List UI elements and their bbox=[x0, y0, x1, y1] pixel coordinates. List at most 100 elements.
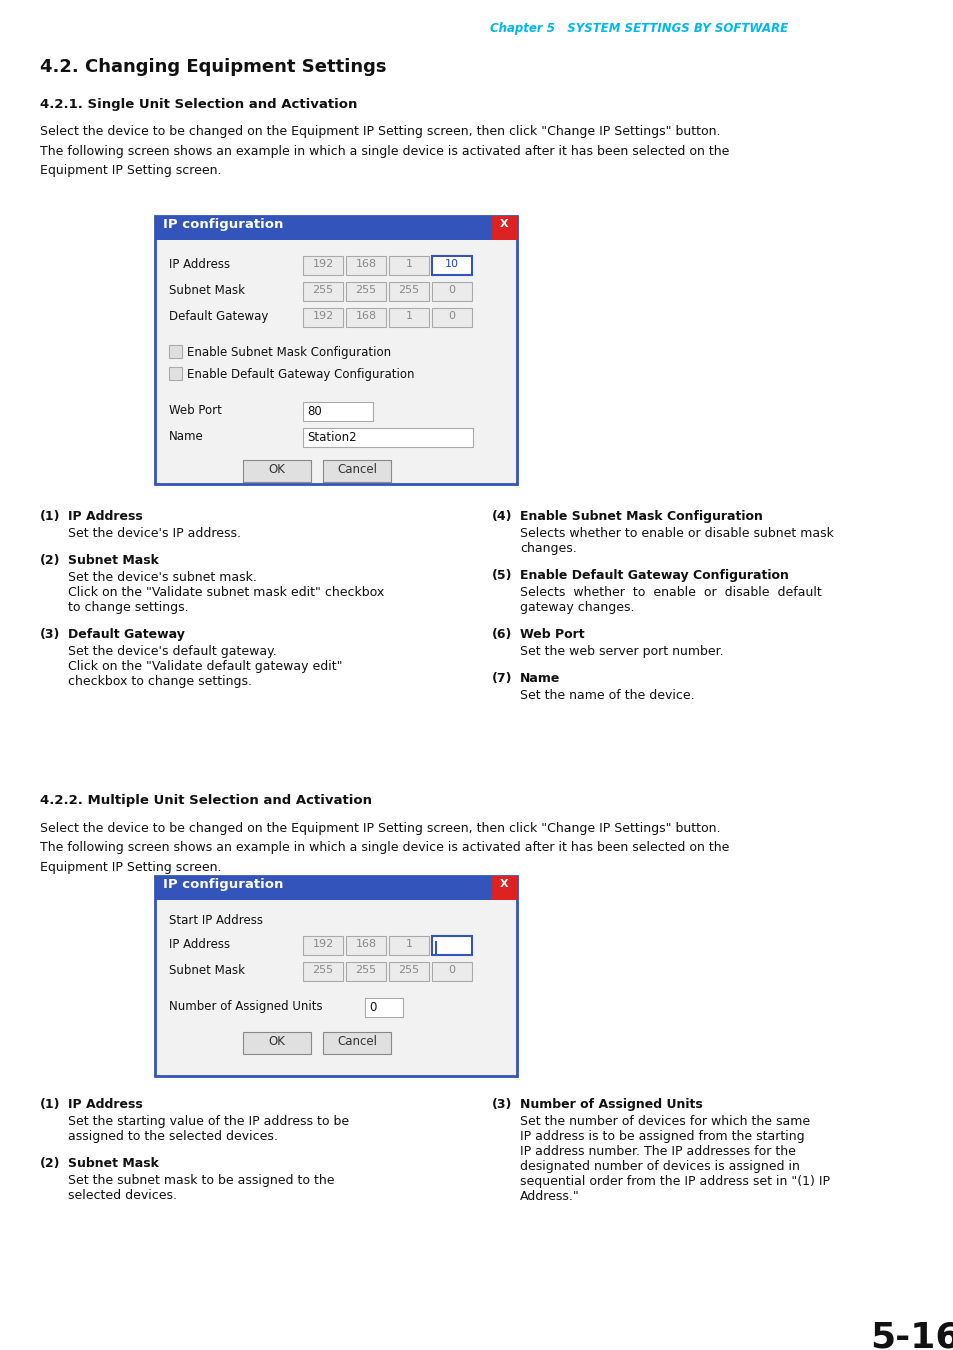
Text: sequential order from the IP address set in "(1) IP: sequential order from the IP address set… bbox=[519, 1174, 829, 1188]
Text: gateway changes.: gateway changes. bbox=[519, 601, 634, 614]
Text: assigned to the selected devices.: assigned to the selected devices. bbox=[68, 1130, 277, 1143]
Text: 1: 1 bbox=[405, 310, 412, 321]
Text: Click on the "Validate default gateway edit": Click on the "Validate default gateway e… bbox=[68, 660, 342, 674]
Text: X: X bbox=[499, 219, 508, 230]
Text: Default Gateway: Default Gateway bbox=[169, 310, 268, 323]
Text: Select the device to be changed on the Equipment IP Setting screen, then click ": Select the device to be changed on the E… bbox=[40, 822, 729, 873]
Text: (2): (2) bbox=[40, 554, 60, 567]
Text: Number of Assigned Units: Number of Assigned Units bbox=[519, 1098, 702, 1111]
Text: 4.2. Changing Equipment Settings: 4.2. Changing Equipment Settings bbox=[40, 58, 386, 76]
Bar bbox=[432, 256, 472, 275]
Text: Set the device's IP address.: Set the device's IP address. bbox=[68, 526, 241, 540]
Bar bbox=[169, 367, 182, 379]
Text: Subnet Mask: Subnet Mask bbox=[169, 964, 245, 977]
Text: 5-16: 5-16 bbox=[869, 1320, 953, 1350]
Text: Web Port: Web Port bbox=[519, 628, 584, 641]
Text: 192: 192 bbox=[312, 310, 334, 321]
Text: IP address is to be assigned from the starting: IP address is to be assigned from the st… bbox=[519, 1130, 803, 1143]
Text: 1: 1 bbox=[405, 940, 412, 949]
Text: Default Gateway: Default Gateway bbox=[68, 628, 185, 641]
Text: 255: 255 bbox=[313, 285, 334, 296]
Bar bbox=[389, 256, 429, 275]
Text: 192: 192 bbox=[312, 940, 334, 949]
Text: X: X bbox=[499, 879, 508, 890]
Bar bbox=[303, 308, 343, 327]
Text: Set the subnet mask to be assigned to the: Set the subnet mask to be assigned to th… bbox=[68, 1174, 335, 1187]
Text: 255: 255 bbox=[355, 285, 376, 296]
Text: Station2: Station2 bbox=[307, 431, 356, 444]
Text: IP Address: IP Address bbox=[169, 938, 230, 950]
Text: Select the device to be changed on the Equipment IP Setting screen, then click ": Select the device to be changed on the E… bbox=[40, 126, 729, 177]
Bar bbox=[303, 282, 343, 301]
Text: Cancel: Cancel bbox=[336, 463, 376, 477]
Text: (2): (2) bbox=[40, 1157, 60, 1170]
Text: 255: 255 bbox=[398, 965, 419, 975]
Text: 192: 192 bbox=[312, 259, 334, 269]
Bar bbox=[346, 282, 386, 301]
Bar bbox=[303, 936, 343, 954]
Text: 0: 0 bbox=[369, 1000, 376, 1014]
Text: 80: 80 bbox=[307, 405, 321, 418]
Bar bbox=[365, 998, 402, 1017]
Text: 0: 0 bbox=[448, 310, 455, 321]
Bar bbox=[346, 936, 386, 954]
Text: Enable Default Gateway Configuration: Enable Default Gateway Configuration bbox=[519, 568, 788, 582]
Text: 255: 255 bbox=[398, 285, 419, 296]
Text: Chapter 5   SYSTEM SETTINGS BY SOFTWARE: Chapter 5 SYSTEM SETTINGS BY SOFTWARE bbox=[490, 22, 787, 35]
Bar bbox=[389, 936, 429, 954]
Bar bbox=[432, 936, 472, 954]
Bar bbox=[389, 308, 429, 327]
Bar bbox=[346, 308, 386, 327]
Text: IP configuration: IP configuration bbox=[163, 878, 283, 891]
Bar bbox=[303, 256, 343, 275]
Bar bbox=[243, 460, 311, 482]
Text: 168: 168 bbox=[355, 940, 376, 949]
Text: Subnet Mask: Subnet Mask bbox=[68, 554, 159, 567]
Text: Name: Name bbox=[519, 672, 559, 684]
Text: Start IP Address: Start IP Address bbox=[169, 914, 263, 927]
Text: 255: 255 bbox=[355, 965, 376, 975]
Text: OK: OK bbox=[269, 1035, 285, 1048]
Text: (5): (5) bbox=[492, 568, 512, 582]
Text: Set the number of devices for which the same: Set the number of devices for which the … bbox=[519, 1115, 809, 1129]
Bar bbox=[154, 876, 491, 900]
Text: (4): (4) bbox=[492, 510, 512, 522]
Bar bbox=[303, 428, 473, 447]
Text: IP address number. The IP addresses for the: IP address number. The IP addresses for … bbox=[519, 1145, 795, 1158]
Text: 10: 10 bbox=[444, 259, 458, 269]
Bar bbox=[491, 216, 517, 240]
Text: (6): (6) bbox=[492, 628, 512, 641]
Text: Set the device's subnet mask.: Set the device's subnet mask. bbox=[68, 571, 256, 585]
Text: Set the web server port number.: Set the web server port number. bbox=[519, 645, 723, 657]
Bar bbox=[169, 346, 182, 358]
Bar bbox=[432, 963, 472, 981]
Text: Enable Subnet Mask Configuration: Enable Subnet Mask Configuration bbox=[519, 510, 762, 522]
Bar bbox=[323, 460, 391, 482]
Text: 4.2.2. Multiple Unit Selection and Activation: 4.2.2. Multiple Unit Selection and Activ… bbox=[40, 794, 372, 807]
Text: Address.": Address." bbox=[519, 1189, 579, 1203]
Bar bbox=[346, 963, 386, 981]
Text: (1): (1) bbox=[40, 510, 60, 522]
Text: Number of Assigned Units: Number of Assigned Units bbox=[169, 1000, 322, 1012]
Text: (3): (3) bbox=[40, 628, 60, 641]
Bar bbox=[303, 402, 373, 421]
Text: 0: 0 bbox=[448, 965, 455, 975]
Bar bbox=[323, 1031, 391, 1054]
Text: (3): (3) bbox=[492, 1098, 512, 1111]
Text: OK: OK bbox=[269, 463, 285, 477]
Text: Web Port: Web Port bbox=[169, 404, 222, 417]
Text: Set the starting value of the IP address to be: Set the starting value of the IP address… bbox=[68, 1115, 349, 1129]
Text: IP Address: IP Address bbox=[169, 258, 230, 271]
Text: 255: 255 bbox=[313, 965, 334, 975]
Text: IP Address: IP Address bbox=[68, 1098, 143, 1111]
Bar bbox=[389, 963, 429, 981]
Text: Set the name of the device.: Set the name of the device. bbox=[519, 688, 694, 702]
Text: IP Address: IP Address bbox=[68, 510, 143, 522]
Text: Set the device's default gateway.: Set the device's default gateway. bbox=[68, 645, 276, 657]
Text: 4.2.1. Single Unit Selection and Activation: 4.2.1. Single Unit Selection and Activat… bbox=[40, 99, 357, 111]
Text: Name: Name bbox=[169, 431, 204, 443]
Bar bbox=[303, 963, 343, 981]
Bar bbox=[154, 216, 517, 485]
Bar bbox=[389, 282, 429, 301]
Text: Cancel: Cancel bbox=[336, 1035, 376, 1048]
